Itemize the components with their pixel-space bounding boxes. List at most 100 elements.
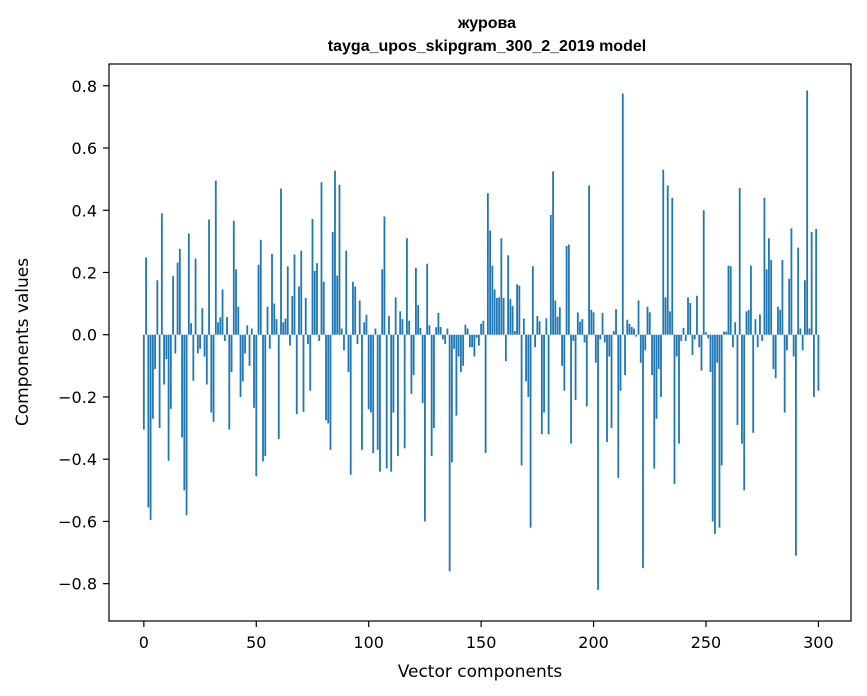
bar-243 [689, 302, 692, 335]
bar-260 [727, 265, 730, 335]
bar-291 [797, 247, 800, 335]
bar-262 [732, 334, 734, 348]
bars-group [142, 90, 820, 590]
bar-108 [385, 334, 388, 469]
y-tick-label: −0.8 [58, 575, 97, 594]
bar-230 [660, 334, 662, 397]
bar-27 [203, 334, 206, 357]
bar-72 [304, 298, 307, 335]
bar-147 [473, 334, 476, 357]
bar-9 [163, 334, 165, 385]
bar-83 [329, 334, 332, 450]
bar-225 [648, 312, 651, 335]
bar-205 [603, 334, 606, 343]
bar-54 [264, 334, 267, 457]
bar-221 [639, 334, 642, 363]
x-tick-label: 50 [246, 633, 266, 652]
bar-91 [347, 334, 350, 373]
bar-191 [572, 334, 575, 341]
bar-219 [635, 334, 638, 337]
bar-207 [608, 334, 611, 357]
bar-86 [336, 275, 339, 335]
x-axis-label: Vector components [398, 662, 563, 682]
bar-90 [345, 250, 348, 335]
bar-222 [642, 334, 644, 569]
bar-158 [498, 297, 501, 335]
bar-212 [619, 334, 622, 391]
bar-105 [379, 334, 381, 472]
bar-62 [282, 322, 285, 335]
bar-65 [289, 334, 291, 346]
y-tick-label: 0.2 [72, 263, 97, 282]
bar-30 [210, 334, 213, 413]
bar-25 [199, 334, 201, 349]
bar-50 [255, 334, 258, 477]
bar-275 [761, 334, 764, 341]
bar-59 [275, 319, 278, 335]
y-tick-label: −0.6 [58, 512, 97, 531]
bar-215 [626, 319, 629, 335]
bar-21 [190, 323, 192, 335]
bar-148 [475, 334, 478, 338]
y-axis-label: Components values [13, 258, 33, 426]
bar-71 [302, 334, 305, 412]
bar-11 [167, 334, 170, 461]
bar-246 [696, 295, 698, 335]
bar-79 [320, 182, 323, 335]
bar-113 [397, 334, 399, 457]
bar-120 [412, 334, 415, 376]
y-tick-label: −0.4 [58, 450, 97, 469]
bar-193 [576, 312, 579, 335]
bar-177 [540, 334, 543, 435]
bar-231 [662, 169, 665, 335]
bar-122 [417, 305, 420, 335]
bar-69 [298, 286, 300, 335]
bar-73 [307, 334, 309, 345]
y-tick-label: 0.8 [72, 77, 97, 96]
bar-77 [316, 263, 318, 335]
bar-143 [464, 324, 467, 335]
bar-32 [214, 180, 217, 335]
bar-289 [792, 334, 795, 357]
bar-265 [738, 187, 741, 335]
bar-198 [588, 185, 590, 335]
bar-163 [509, 298, 512, 335]
bar-287 [788, 278, 791, 335]
bar-55 [266, 306, 269, 335]
bar-78 [318, 334, 321, 341]
bar-93 [352, 281, 354, 335]
bar-227 [653, 334, 656, 469]
bar-168 [520, 334, 523, 466]
bar-52 [259, 239, 262, 335]
bar-88 [340, 328, 343, 335]
bar-150 [480, 323, 483, 335]
y-tick-label: −0.2 [58, 388, 97, 407]
bar-66 [291, 296, 294, 335]
bar-180 [547, 334, 550, 435]
bar-220 [637, 300, 640, 335]
bar-263 [734, 322, 737, 335]
bar-24 [196, 334, 199, 354]
bar-96 [358, 300, 361, 335]
x-tick-label: 150 [466, 633, 497, 652]
bar-185 [558, 307, 561, 335]
bar-41 [235, 269, 237, 335]
bar-218 [633, 328, 635, 335]
bar-188 [565, 246, 568, 335]
bar-17 [181, 334, 183, 438]
bar-293 [801, 334, 804, 351]
bar-145 [468, 334, 471, 348]
bar-116 [403, 334, 406, 449]
bar-257 [720, 334, 723, 466]
bar-284 [781, 260, 784, 335]
bar-259 [725, 331, 728, 335]
bar-85 [334, 170, 336, 335]
bar-35 [221, 289, 224, 335]
bar-161 [504, 334, 507, 362]
bar-296 [808, 328, 811, 335]
bar-258 [723, 331, 725, 335]
bar-170 [525, 334, 527, 382]
bar-70 [300, 250, 303, 335]
bar-155 [491, 265, 494, 335]
